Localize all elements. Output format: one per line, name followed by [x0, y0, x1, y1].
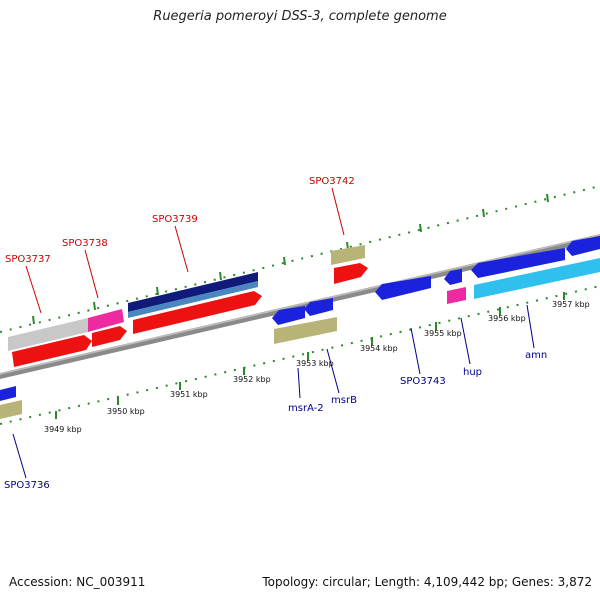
- gene-label-msrb: msrB: [331, 395, 357, 406]
- gene-label-amn: amn: [525, 350, 547, 361]
- kbp-label: 3952 kbp: [233, 375, 271, 384]
- gene-label-spo3737: SPO3737: [5, 254, 51, 265]
- gene-label-spo3736: SPO3736: [4, 480, 50, 491]
- map-title: Ruegeria pomeroyi DSS-3, complete genome: [153, 9, 447, 24]
- gene-label-msra-2: msrA-2: [288, 403, 324, 414]
- kbp-label: 3954 kbp: [360, 344, 398, 353]
- gene-spo3736-olive: [0, 400, 22, 419]
- gene-spo3742-olive: [331, 245, 365, 265]
- upper-major-ticks: [32, 193, 549, 325]
- gene-msrb-blue: [304, 298, 333, 316]
- gene-amn-blue-1: [471, 248, 565, 278]
- gene-spo3739-steel: [128, 281, 258, 318]
- kbp-label: 3949 kbp: [44, 425, 82, 434]
- gene-msra2-blue: [272, 306, 305, 325]
- kbp-label: 3956 kbp: [488, 314, 526, 323]
- top-leader-lines: [25, 187, 345, 314]
- genome-summary: Topology: circular; Length: 4,109,442 bp…: [262, 575, 592, 589]
- kbp-label: 3955 kbp: [424, 329, 462, 338]
- gene-hup-pink: [447, 287, 466, 304]
- gene-spo3743-blue: [375, 276, 431, 300]
- kbp-label: 3957 kbp: [552, 300, 590, 309]
- accession-text: Accession: NC_003911: [9, 575, 146, 589]
- gene-red-arrow-3: [133, 291, 262, 334]
- gene-label-hup: hup: [463, 367, 482, 378]
- gene-red-arrow-2: [92, 326, 127, 347]
- gene-label-spo3743: SPO3743: [400, 376, 446, 387]
- kbp-label: 3953 kbp: [296, 359, 334, 368]
- gene-olive-2: [274, 317, 337, 344]
- gene-label-spo3742: SPO3742: [309, 176, 355, 187]
- gene-spo3739-navy: [128, 272, 258, 312]
- gene-spo3736-blue: [0, 386, 16, 401]
- bottom-leader-lines: [12, 304, 535, 479]
- gene-hup-blue: [444, 269, 462, 285]
- gene-spo3737-grey: [8, 318, 88, 351]
- gene-label-spo3739: SPO3739: [152, 214, 198, 225]
- kbp-label: 3950 kbp: [107, 407, 145, 416]
- gene-amn-cyan: [474, 258, 600, 299]
- gene-label-spo3738: SPO3738: [62, 238, 108, 249]
- gene-red-arrow-4: [334, 263, 368, 284]
- gene-red-arrow-1: [12, 335, 92, 367]
- gene-amn-blue-2: [566, 236, 600, 256]
- gene-spo3738-pink: [88, 309, 124, 332]
- lower-major-ticks: [55, 292, 565, 419]
- kbp-label: 3951 kbp: [170, 390, 208, 399]
